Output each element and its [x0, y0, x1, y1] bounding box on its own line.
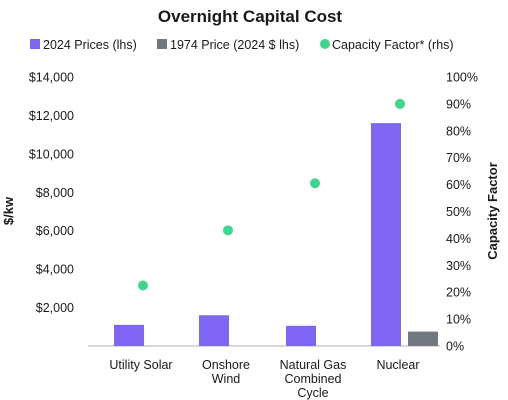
bar-2024-price	[114, 324, 144, 346]
capacity-factor-point	[223, 225, 233, 236]
category-label-line: Combined	[285, 372, 342, 386]
category-label: Onshore Wind	[202, 358, 250, 386]
bar-2024-price	[371, 123, 401, 346]
y-tick-label: $12,000	[29, 109, 74, 123]
y-tick-label: $4,000	[36, 263, 74, 277]
y2-tick-label: 50%	[446, 205, 471, 219]
bar-1974-price	[408, 331, 438, 346]
y-tick-label: $2,000	[36, 301, 74, 315]
category-label: Utility Solar	[109, 358, 172, 372]
y2-tick-label: 100%	[446, 71, 478, 85]
capacity-factor-point	[138, 280, 148, 291]
category-label-line: Utility Solar	[109, 358, 172, 372]
legend-label-2024-prices: 2024 Prices (lhs)	[43, 38, 137, 52]
capacity-factor-point	[310, 178, 320, 189]
y2-tick-label: 10%	[446, 313, 471, 327]
y2-tick-label: 70%	[446, 151, 471, 165]
y2-tick-label: 90%	[446, 97, 471, 111]
y-tick-label: $6,000	[36, 224, 74, 238]
bars	[114, 123, 438, 346]
y2-tick-label: 0%	[446, 340, 464, 354]
category-label-line: Cycle	[297, 386, 328, 400]
y2-axis-label: Capacity Factor	[485, 162, 500, 260]
legend-label-1974-price: 1974 Price (2024 $ lhs)	[170, 38, 299, 52]
category-label: Nuclear	[376, 358, 419, 372]
category-label-line: Nuclear	[376, 358, 419, 372]
y2-tick-label: 60%	[446, 178, 471, 192]
y2-tick-label: 20%	[446, 286, 471, 300]
category-label: Natural Gas Combined Cycle	[280, 358, 347, 400]
legend-swatch-1974-price	[157, 39, 167, 49]
bar-2024-price	[199, 315, 229, 346]
y2-tick-label: 30%	[446, 259, 471, 273]
legend: 2024 Prices (lhs) 1974 Price (2024 $ lhs…	[30, 38, 454, 52]
category-label-line: Onshore	[202, 358, 250, 372]
capacity-factor-point	[395, 98, 405, 109]
category-label-line: Natural Gas	[280, 358, 347, 372]
capacity-factor-points	[138, 98, 405, 291]
legend-marker-capacity-factor	[320, 39, 330, 49]
y-tick-label: $10,000	[29, 147, 74, 161]
category-label-line: Wind	[212, 372, 241, 386]
legend-swatch-2024-prices	[30, 39, 40, 49]
legend-label-capacity-factor: Capacity Factor* (rhs)	[332, 38, 454, 52]
y-tick-label: $8,000	[36, 186, 74, 200]
y2-tick-label: 40%	[446, 232, 471, 246]
bar-2024-price	[286, 325, 316, 346]
y-axis-ticks: $2,000 $4,000 $6,000 $8,000 $10,000 $12,000 $1…	[29, 71, 74, 316]
chart-title: Overnight Capital Cost	[158, 7, 343, 26]
y2-tick-label: 80%	[446, 124, 471, 138]
category-labels: Utility Solar Onshore Wind Natural Gas Combi…	[109, 358, 419, 400]
y2-axis-ticks: 0% 10% 20% 30% 40% 50% 60% 70% 80% 90% 100%	[446, 71, 478, 354]
y-tick-label: $14,000	[29, 71, 74, 85]
y-axis-label: $/kw	[1, 196, 16, 225]
